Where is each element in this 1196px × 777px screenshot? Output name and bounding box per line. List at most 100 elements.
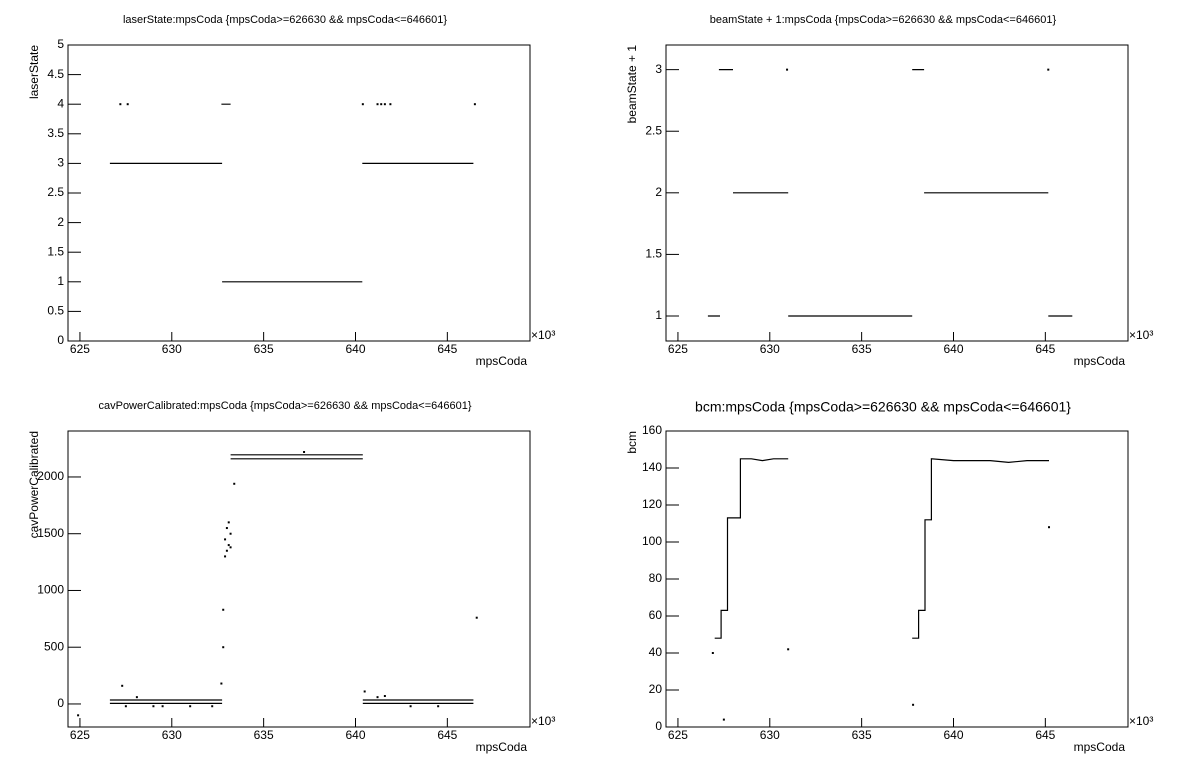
- data-line: [109, 454, 474, 704]
- data-line: [707, 69, 1073, 317]
- data-point: [473, 103, 476, 106]
- data-point: [124, 705, 127, 708]
- y-tick-label: 40: [649, 645, 663, 659]
- data-point: [229, 532, 232, 535]
- y-tick-label: 0: [57, 696, 64, 710]
- y-tick-label: 4: [57, 96, 64, 110]
- chart-title: cavPowerCalibrated:mpsCoda {mpsCoda>=626…: [98, 400, 471, 412]
- y-tick-label: 0.5: [47, 304, 64, 318]
- x-tick-label: 635: [852, 728, 872, 742]
- data-point: [222, 646, 225, 649]
- data-line: [714, 458, 1049, 639]
- x-axis-label: mpsCoda: [476, 740, 528, 754]
- data-point: [135, 696, 138, 699]
- data-point: [126, 103, 129, 106]
- data-point: [1048, 526, 1051, 529]
- data-point: [220, 682, 223, 685]
- data-point: [376, 696, 379, 699]
- y-tick-label: 2000: [37, 469, 64, 483]
- y-tick-label: 500: [44, 639, 64, 653]
- data-point: [224, 538, 227, 541]
- x-exponent: ×10³: [1129, 714, 1153, 728]
- x-exponent: ×10³: [531, 328, 555, 342]
- y-tick-label: 5: [57, 37, 64, 51]
- y-tick-label: 60: [649, 608, 663, 622]
- data-point: [383, 103, 386, 106]
- data-point: [303, 450, 306, 453]
- y-tick-label: 3: [57, 156, 64, 170]
- x-tick-label: 645: [1035, 728, 1055, 742]
- plot-frame: [67, 44, 531, 342]
- x-tick-label: 635: [852, 342, 872, 356]
- plot-frame: [67, 430, 531, 728]
- y-tick-label: 2.5: [645, 123, 662, 137]
- data-point: [383, 695, 386, 698]
- x-axis-label: mpsCoda: [1074, 354, 1126, 368]
- y-tick-label: 140: [642, 460, 662, 474]
- x-tick-label: 630: [162, 728, 182, 742]
- x-tick-label: 645: [437, 342, 457, 356]
- data-point: [224, 555, 227, 558]
- y-tick-label: 1500: [37, 526, 64, 540]
- x-tick-label: 625: [70, 728, 90, 742]
- x-tick-label: 640: [943, 342, 963, 356]
- data-point: [722, 718, 725, 721]
- data-point: [77, 714, 80, 717]
- y-tick-label: 1.5: [47, 244, 64, 258]
- y-tick-label: 80: [649, 571, 663, 585]
- plot-frame: [665, 430, 1129, 728]
- y-tick-label: 100: [642, 534, 662, 548]
- data-point: [233, 482, 236, 485]
- data-point: [189, 705, 192, 708]
- chart-title: beamState + 1:mpsCoda {mpsCoda>=626630 &…: [710, 14, 1057, 26]
- data-point: [152, 705, 155, 708]
- data-point: [361, 103, 364, 106]
- data-point: [380, 103, 383, 106]
- x-tick-label: 625: [668, 728, 688, 742]
- x-tick-label: 630: [760, 342, 780, 356]
- x-axis-label: mpsCoda: [476, 354, 528, 368]
- y-tick-label: 2.5: [47, 185, 64, 199]
- y-tick-label: 2: [655, 185, 662, 199]
- y-tick-label: 1: [57, 274, 64, 288]
- data-point: [222, 608, 225, 611]
- x-tick-label: 625: [668, 342, 688, 356]
- data-point: [376, 103, 379, 106]
- x-tick-label: 635: [254, 342, 274, 356]
- y-tick-label: 3: [655, 62, 662, 76]
- data-point: [119, 103, 122, 106]
- data-point: [786, 68, 789, 71]
- data-point: [229, 546, 232, 549]
- data-point: [227, 544, 230, 547]
- y-tick-label: 20: [649, 682, 663, 696]
- x-tick-label: 640: [943, 728, 963, 742]
- chart-title: bcm:mpsCoda {mpsCoda>=626630 && mpsCoda<…: [695, 399, 1071, 415]
- y-tick-label: 1.5: [645, 247, 662, 261]
- x-exponent: ×10³: [531, 714, 555, 728]
- data-point: [409, 705, 412, 708]
- y-tick-label: 2: [57, 215, 64, 229]
- data-point: [437, 705, 440, 708]
- x-tick-label: 640: [345, 342, 365, 356]
- data-point: [711, 652, 714, 654]
- data-point: [389, 103, 392, 106]
- y-axis-label: laserState: [27, 45, 41, 99]
- x-exponent: ×10³: [1129, 328, 1153, 342]
- y-tick-label: 3.5: [47, 126, 64, 140]
- x-tick-label: 645: [1035, 342, 1055, 356]
- data-point: [211, 705, 214, 708]
- y-tick-label: 120: [642, 497, 662, 511]
- x-tick-label: 630: [162, 342, 182, 356]
- y-axis-label: cavPowerCalibrated: [27, 431, 41, 538]
- panel: beamState + 1:mpsCoda {mpsCoda>=626630 &…: [625, 14, 1153, 368]
- y-tick-label: 1000: [37, 583, 64, 597]
- data-point: [227, 521, 230, 524]
- y-axis-label: beamState + 1: [625, 45, 639, 124]
- x-tick-label: 625: [70, 342, 90, 356]
- x-tick-label: 645: [437, 728, 457, 742]
- panel: bcm:mpsCoda {mpsCoda>=626630 && mpsCoda<…: [625, 399, 1153, 754]
- data-point: [161, 705, 164, 708]
- y-tick-label: 0: [57, 333, 64, 347]
- y-tick-label: 160: [642, 423, 662, 437]
